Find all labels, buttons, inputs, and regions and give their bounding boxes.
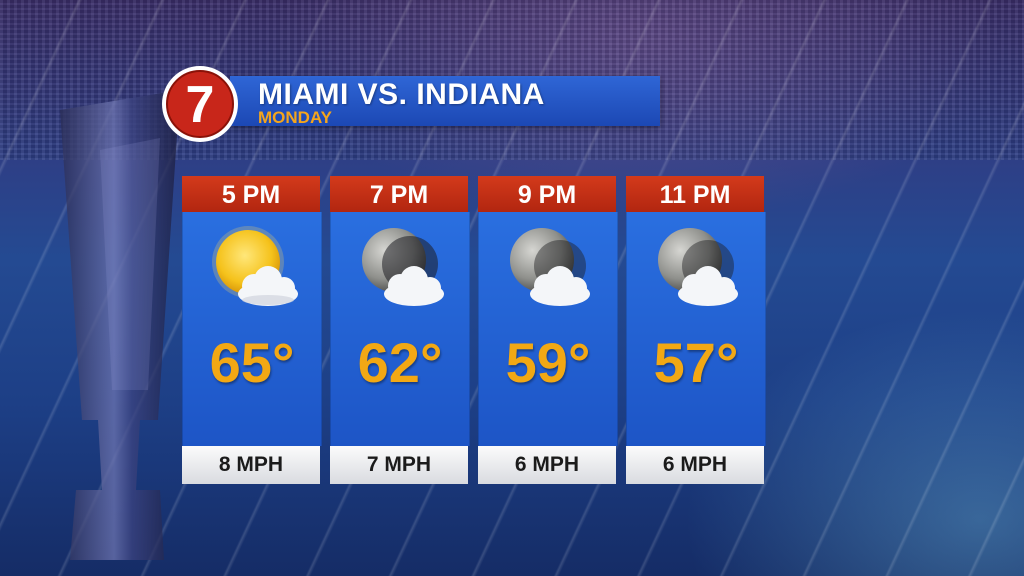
forecast-panel-4: 11 PM 57° 6 MPH [626,176,766,484]
forecast-wind: 7 MPH [330,446,468,484]
forecast-panel-1: 5 PM 65° 8 MPH [182,176,322,484]
forecast-time: 11 PM [626,176,764,212]
forecast-panel-3: 9 PM 59° 6 MPH [478,176,618,484]
forecast-body: 57° [626,212,766,446]
forecast-temp: 57° [653,331,739,394]
sun-cloud-icon [212,226,298,306]
forecast-time: 5 PM [182,176,320,212]
forecast-panel-2: 7 PM 62° 7 MPH [330,176,470,484]
trophy-icon [60,90,180,560]
header-bar [230,76,660,126]
forecast-body: 62° [330,212,470,446]
page-subtitle: MONDAY [258,108,332,127]
forecast-temp: 59° [505,331,591,394]
forecast-temp: 65° [209,331,295,394]
forecast-wind: 6 MPH [626,446,764,484]
forecast-time: 9 PM [478,176,616,212]
forecast-wind: 8 MPH [182,446,320,484]
station-logo: 7 [162,66,238,142]
forecast-wind: 6 MPH [478,446,616,484]
page-title: MIAMI VS. INDIANA [258,78,545,111]
forecast-body: 59° [478,212,618,446]
moon-cloud-icon [510,228,590,306]
forecast-body: 65° [182,212,322,446]
header: 7 MIAMI VS. INDIANA MONDAY [160,64,660,142]
logo-number: 7 [186,76,215,134]
moon-cloud-icon [362,228,444,306]
forecast-time: 7 PM [330,176,468,212]
moon-cloud-icon [658,228,738,306]
forecast-temp: 62° [357,331,443,394]
